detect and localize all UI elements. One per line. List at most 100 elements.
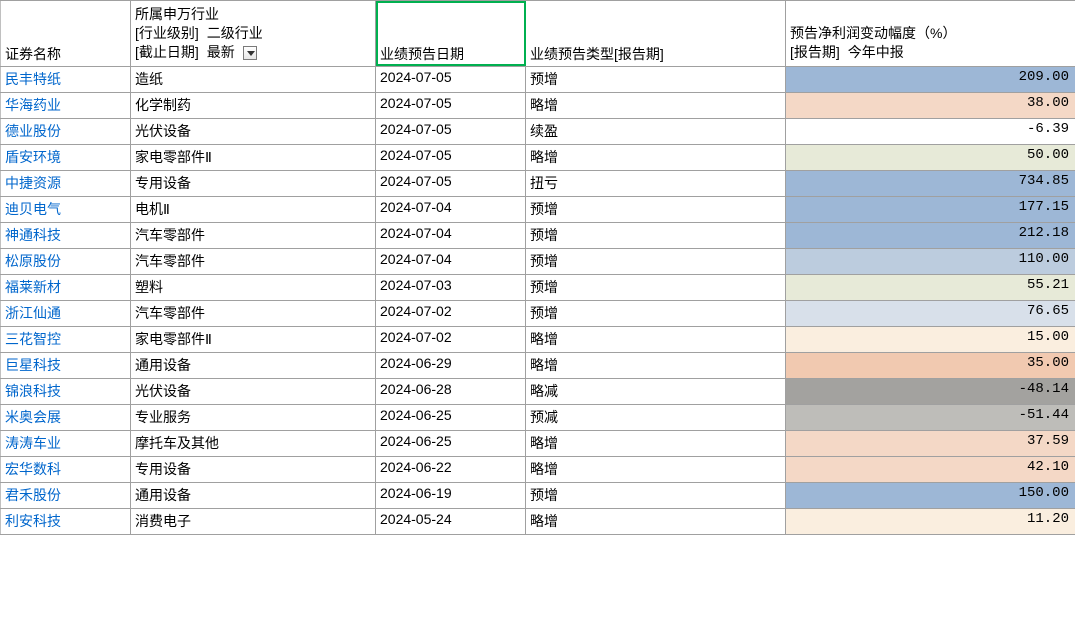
- cell-forecast-date[interactable]: 2024-07-04: [376, 248, 526, 274]
- cell-change-pct[interactable]: 55.21: [786, 274, 1075, 300]
- cell-security-name[interactable]: 锦浪科技: [1, 378, 131, 404]
- cell-forecast-type[interactable]: 略增: [526, 508, 786, 534]
- security-link[interactable]: 锦浪科技: [5, 383, 61, 399]
- security-link[interactable]: 德业股份: [5, 123, 61, 139]
- cell-forecast-type[interactable]: 续盈: [526, 118, 786, 144]
- cell-change-pct[interactable]: 177.15: [786, 196, 1075, 222]
- cell-forecast-type[interactable]: 预增: [526, 274, 786, 300]
- security-link[interactable]: 米奥会展: [5, 409, 61, 425]
- security-link[interactable]: 民丰特纸: [5, 71, 61, 87]
- security-link[interactable]: 松原股份: [5, 253, 61, 269]
- cell-forecast-type[interactable]: 预增: [526, 66, 786, 92]
- cell-forecast-date[interactable]: 2024-07-05: [376, 66, 526, 92]
- security-link[interactable]: 福莱新材: [5, 279, 61, 295]
- cell-change-pct[interactable]: -6.39: [786, 118, 1075, 144]
- cell-security-name[interactable]: 盾安环境: [1, 144, 131, 170]
- cell-security-name[interactable]: 华海药业: [1, 92, 131, 118]
- cell-security-name[interactable]: 米奥会展: [1, 404, 131, 430]
- table-row[interactable]: 神通科技汽车零部件2024-07-04预增212.18: [1, 222, 1075, 248]
- cell-change-pct[interactable]: 734.85: [786, 170, 1075, 196]
- table-row[interactable]: 锦浪科技光伏设备2024-06-28略减-48.14: [1, 378, 1075, 404]
- cell-security-name[interactable]: 浙江仙通: [1, 300, 131, 326]
- security-link[interactable]: 浙江仙通: [5, 305, 61, 321]
- cell-change-pct[interactable]: 38.00: [786, 92, 1075, 118]
- cell-security-name[interactable]: 福莱新材: [1, 274, 131, 300]
- cell-industry[interactable]: 家电零部件Ⅱ: [131, 144, 376, 170]
- security-link[interactable]: 利安科技: [5, 513, 61, 529]
- cell-security-name[interactable]: 神通科技: [1, 222, 131, 248]
- cell-industry[interactable]: 光伏设备: [131, 118, 376, 144]
- cell-forecast-date[interactable]: 2024-07-05: [376, 144, 526, 170]
- header-security-name[interactable]: 证券名称: [1, 1, 131, 67]
- cell-security-name[interactable]: 利安科技: [1, 508, 131, 534]
- cell-change-pct[interactable]: -51.44: [786, 404, 1075, 430]
- table-row[interactable]: 福莱新材塑料2024-07-03预增55.21: [1, 274, 1075, 300]
- cell-change-pct[interactable]: 15.00: [786, 326, 1075, 352]
- cell-forecast-type[interactable]: 预增: [526, 482, 786, 508]
- cell-forecast-date[interactable]: 2024-06-28: [376, 378, 526, 404]
- cell-forecast-date[interactable]: 2024-06-29: [376, 352, 526, 378]
- cell-industry[interactable]: 通用设备: [131, 482, 376, 508]
- table-row[interactable]: 浙江仙通汽车零部件2024-07-02预增76.65: [1, 300, 1075, 326]
- cell-industry[interactable]: 光伏设备: [131, 378, 376, 404]
- cell-industry[interactable]: 摩托车及其他: [131, 430, 376, 456]
- security-link[interactable]: 涛涛车业: [5, 435, 61, 451]
- table-row[interactable]: 民丰特纸造纸2024-07-05预增209.00: [1, 66, 1075, 92]
- cell-security-name[interactable]: 民丰特纸: [1, 66, 131, 92]
- cell-forecast-date[interactable]: 2024-07-04: [376, 222, 526, 248]
- cell-forecast-type[interactable]: 略增: [526, 456, 786, 482]
- cell-industry[interactable]: 化学制药: [131, 92, 376, 118]
- cell-industry[interactable]: 汽车零部件: [131, 222, 376, 248]
- cell-change-pct[interactable]: 42.10: [786, 456, 1075, 482]
- cell-industry[interactable]: 电机Ⅱ: [131, 196, 376, 222]
- cell-forecast-date[interactable]: 2024-07-04: [376, 196, 526, 222]
- cell-change-pct[interactable]: 110.00: [786, 248, 1075, 274]
- table-row[interactable]: 涛涛车业 摩托车及其他2024-06-25略增37.59: [1, 430, 1075, 456]
- cell-security-name[interactable]: 君禾股份: [1, 482, 131, 508]
- cell-change-pct[interactable]: 37.59: [786, 430, 1075, 456]
- security-link[interactable]: 华海药业: [5, 97, 61, 113]
- security-link[interactable]: 中捷资源: [5, 175, 61, 191]
- cell-industry[interactable]: 造纸: [131, 66, 376, 92]
- cell-security-name[interactable]: 迪贝电气: [1, 196, 131, 222]
- table-row[interactable]: 利安科技消费电子2024-05-24略增11.20: [1, 508, 1075, 534]
- table-row[interactable]: 中捷资源专用设备2024-07-05扭亏734.85: [1, 170, 1075, 196]
- cell-industry[interactable]: 通用设备: [131, 352, 376, 378]
- table-row[interactable]: 华海药业化学制药2024-07-05略增38.00: [1, 92, 1075, 118]
- cell-change-pct[interactable]: 150.00: [786, 482, 1075, 508]
- security-link[interactable]: 盾安环境: [5, 149, 61, 165]
- header-forecast-type[interactable]: 业绩预告类型[报告期]: [526, 1, 786, 67]
- cell-security-name[interactable]: 巨星科技: [1, 352, 131, 378]
- cell-security-name[interactable]: 德业股份: [1, 118, 131, 144]
- security-link[interactable]: 巨星科技: [5, 357, 61, 373]
- cell-forecast-date[interactable]: 2024-07-03: [376, 274, 526, 300]
- cell-forecast-type[interactable]: 略增: [526, 352, 786, 378]
- cell-security-name[interactable]: 松原股份: [1, 248, 131, 274]
- table-row[interactable]: 宏华数科专用设备2024-06-22略增42.10: [1, 456, 1075, 482]
- table-row[interactable]: 迪贝电气电机Ⅱ2024-07-04预增177.15: [1, 196, 1075, 222]
- filter-dropdown-icon[interactable]: [243, 46, 257, 60]
- cell-change-pct[interactable]: 50.00: [786, 144, 1075, 170]
- cell-forecast-date[interactable]: 2024-07-05: [376, 118, 526, 144]
- table-row[interactable]: 德业股份 光伏设备2024-07-05续盈-6.39: [1, 118, 1075, 144]
- header-forecast-date[interactable]: 业绩预告日期: [376, 1, 526, 67]
- cell-industry[interactable]: 专用设备: [131, 170, 376, 196]
- cell-forecast-date[interactable]: 2024-06-22: [376, 456, 526, 482]
- header-industry[interactable]: 所属申万行业 [行业级别]二级行业 [截止日期]最新: [131, 1, 376, 67]
- cell-forecast-type[interactable]: 略增: [526, 326, 786, 352]
- cell-forecast-date[interactable]: 2024-06-25: [376, 430, 526, 456]
- cell-security-name[interactable]: 三花智控: [1, 326, 131, 352]
- cell-forecast-type[interactable]: 略增: [526, 144, 786, 170]
- cell-security-name[interactable]: 宏华数科: [1, 456, 131, 482]
- table-row[interactable]: 盾安环境 家电零部件Ⅱ2024-07-05略增50.00: [1, 144, 1075, 170]
- cell-change-pct[interactable]: -48.14: [786, 378, 1075, 404]
- cell-change-pct[interactable]: 76.65: [786, 300, 1075, 326]
- cell-industry[interactable]: 消费电子: [131, 508, 376, 534]
- table-row[interactable]: 君禾股份通用设备2024-06-19预增150.00: [1, 482, 1075, 508]
- cell-security-name[interactable]: 涛涛车业: [1, 430, 131, 456]
- cell-change-pct[interactable]: 35.00: [786, 352, 1075, 378]
- cell-forecast-type[interactable]: 略增: [526, 430, 786, 456]
- cell-industry[interactable]: 专用设备: [131, 456, 376, 482]
- security-link[interactable]: 三花智控: [5, 331, 61, 347]
- cell-change-pct[interactable]: 11.20: [786, 508, 1075, 534]
